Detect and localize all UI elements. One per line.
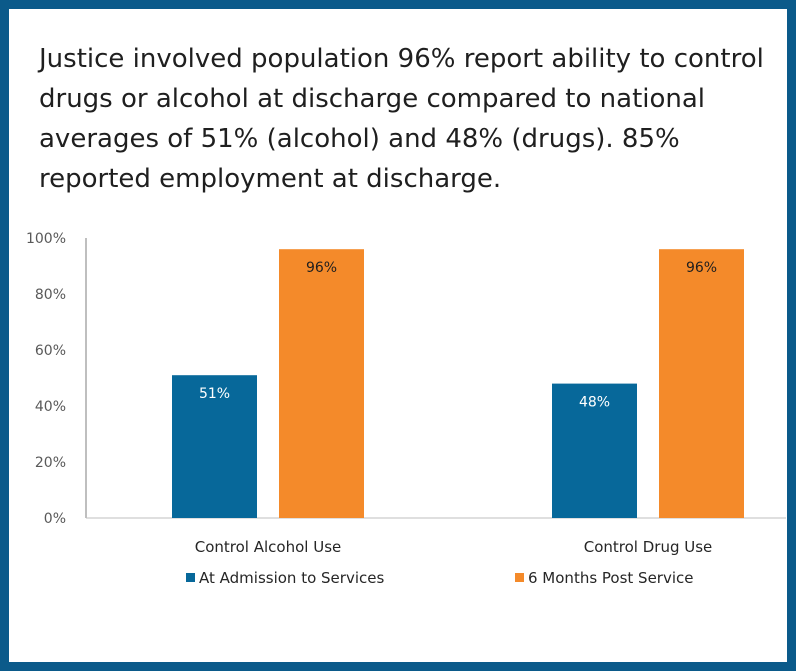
category-label: Control Drug Use [584, 538, 713, 556]
data-label: 96% [686, 260, 717, 276]
y-tick-label: 80% [35, 287, 66, 303]
y-tick-label: 100% [26, 231, 66, 247]
y-tick-label: 60% [35, 343, 66, 359]
data-label: 48% [579, 395, 610, 411]
data-label: 51% [199, 386, 230, 402]
bar-admission-0 [172, 375, 257, 518]
legend-swatch [186, 573, 195, 582]
legend-swatch [515, 573, 524, 582]
headline-text: Justice involved population 96% report a… [39, 44, 764, 194]
bar-post-service-1 [659, 249, 744, 518]
data-label: 96% [306, 260, 337, 276]
category-label: Control Alcohol Use [195, 538, 341, 556]
y-tick-label: 20% [35, 455, 66, 471]
y-tick-label: 40% [35, 399, 66, 415]
bar-post-service-0 [279, 249, 364, 518]
legend-label: At Admission to Services [199, 569, 384, 587]
bar-admission-1 [552, 383, 637, 518]
y-tick-label: 0% [44, 511, 66, 527]
legend-label: 6 Months Post Service [528, 569, 694, 587]
